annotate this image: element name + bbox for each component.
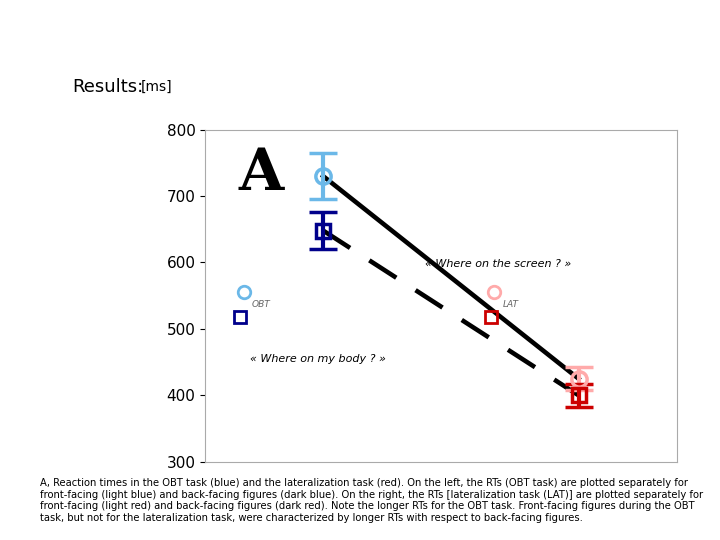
Text: « Where on the screen ? »: « Where on the screen ? » — [426, 259, 572, 269]
Text: « Where on my body ? »: « Where on my body ? » — [251, 354, 386, 364]
Text: [ms]: [ms] — [140, 80, 172, 94]
Text: A: A — [238, 146, 284, 202]
Text: LAT: LAT — [503, 300, 519, 309]
Text: OBT: OBT — [251, 300, 270, 309]
Text: Results:: Results: — [72, 78, 143, 96]
Text: A, Reaction times in the OBT task (blue) and the lateralization task (red). On t: A, Reaction times in the OBT task (blue)… — [40, 478, 703, 523]
